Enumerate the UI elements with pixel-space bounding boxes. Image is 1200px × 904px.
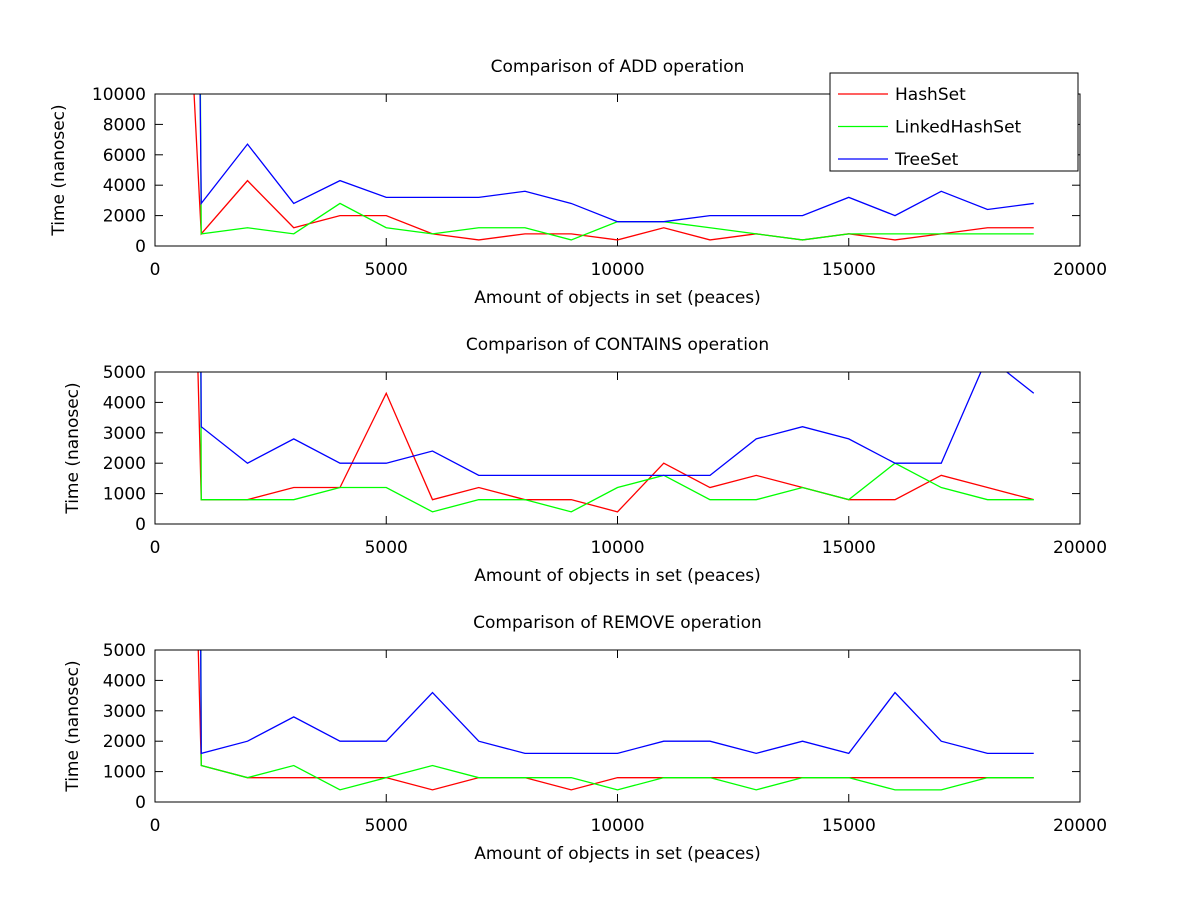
series-line xyxy=(199,94,1034,223)
panel: Comparison of ADD operation Amount of obj… xyxy=(49,57,1107,308)
y-tick-label: 1000 xyxy=(103,763,146,783)
x-tick-label: 20000 xyxy=(1053,260,1107,280)
x-axis-label: Amount of objects in set (peaces) xyxy=(474,288,761,308)
series-line xyxy=(200,650,1034,755)
x-tick-label: 15000 xyxy=(822,816,876,836)
x-tick-label: 0 xyxy=(150,816,161,836)
x-tick-label: 20000 xyxy=(1053,538,1107,558)
y-tick-label: 8000 xyxy=(103,115,146,135)
x-tick-label: 5000 xyxy=(365,260,408,280)
y-axis-label: Time (nanosec) xyxy=(63,382,83,514)
y-tick-label: 10000 xyxy=(92,85,146,105)
x-tick-label: 0 xyxy=(150,538,161,558)
chart-title: Comparison of ADD operation xyxy=(491,57,745,77)
y-tick-label: 4000 xyxy=(103,671,146,691)
y-tick-label: 2000 xyxy=(103,732,146,752)
series-line xyxy=(199,94,1034,241)
series-line xyxy=(200,372,1035,477)
y-axis-label: Time (nanosec) xyxy=(63,660,83,792)
y-tick-label: 4000 xyxy=(103,176,146,196)
x-tick-label: 5000 xyxy=(365,538,408,558)
chart-title: Comparison of REMOVE operation xyxy=(473,613,762,633)
y-tick-label: 0 xyxy=(135,793,146,813)
y-tick-label: 0 xyxy=(135,515,146,535)
legend-label: LinkedHashSet xyxy=(895,118,1022,138)
x-tick-label: 15000 xyxy=(822,260,876,280)
plot-frame xyxy=(154,371,1081,525)
y-tick-label: 5000 xyxy=(103,363,146,383)
x-tick-label: 10000 xyxy=(590,260,644,280)
y-tick-label: 2000 xyxy=(103,207,146,227)
y-axis-label: Time (nanosec) xyxy=(49,104,69,236)
panel: Comparison of REMOVE operation Amount of … xyxy=(63,613,1107,864)
legend-label: TreeSet xyxy=(894,150,959,170)
series-line xyxy=(200,372,1034,513)
y-tick-label: 0 xyxy=(135,237,146,257)
panel: Comparison of CONTAINS operation Amount o… xyxy=(63,335,1107,586)
plot-frame xyxy=(154,93,1081,247)
y-tick-label: 2000 xyxy=(103,454,146,474)
x-axis-label: Amount of objects in set (peaces) xyxy=(474,844,761,864)
x-tick-label: 20000 xyxy=(1053,816,1107,836)
x-tick-label: 10000 xyxy=(590,816,644,836)
series-line xyxy=(193,94,1034,241)
x-tick-label: 10000 xyxy=(590,538,644,558)
legend-box xyxy=(829,72,1079,172)
series-line xyxy=(200,650,1034,791)
y-tick-label: 4000 xyxy=(103,393,146,413)
plot-frame xyxy=(154,649,1081,803)
series-line xyxy=(197,372,1034,513)
x-tick-label: 5000 xyxy=(365,816,408,836)
y-tick-label: 5000 xyxy=(103,641,146,661)
x-axis-label: Amount of objects in set (peaces) xyxy=(474,566,761,586)
chart-title: Comparison of CONTAINS operation xyxy=(466,335,769,355)
y-tick-label: 3000 xyxy=(103,424,146,444)
y-tick-label: 3000 xyxy=(103,702,146,722)
x-tick-label: 0 xyxy=(150,260,161,280)
legend-label: HashSet xyxy=(895,85,966,105)
legend: HashSet LinkedHashSet TreeSet xyxy=(829,72,1079,172)
x-tick-label: 15000 xyxy=(822,538,876,558)
y-tick-label: 1000 xyxy=(103,485,146,505)
y-tick-label: 6000 xyxy=(103,146,146,166)
